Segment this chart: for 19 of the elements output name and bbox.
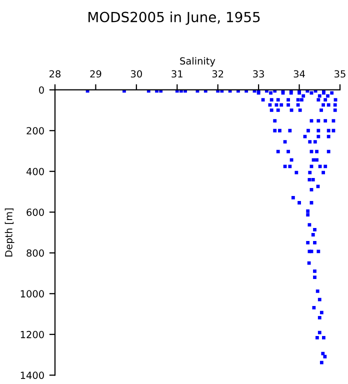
y-tick-label: 1200 (20, 330, 44, 338)
y-tick-label: 1000 (20, 290, 44, 298)
y-tick-label: 0 (39, 86, 44, 94)
y-tick-label: 400 (26, 168, 44, 176)
y-tick-label: 1400 (20, 372, 44, 379)
y-tick-label: 600 (26, 208, 44, 216)
x-tick-label: 28 (50, 70, 61, 78)
x-tick-label: 29 (90, 70, 102, 78)
x-tick-label: 31 (172, 70, 182, 78)
y-axis-title: Depth [m] (4, 208, 14, 256)
x-tick-label: 33 (253, 70, 264, 78)
y-tick-label: 800 (26, 249, 44, 257)
y-tick-label: 200 (26, 127, 44, 134)
x-tick-label: 32 (212, 70, 224, 78)
x-axis-title: Salinity (180, 57, 216, 66)
chart-title: MODS2005 in June, 1955 (88, 12, 260, 25)
x-tick-label: 35 (334, 70, 346, 78)
x-tick-label: 34 (294, 70, 305, 78)
x-tick-label: 30 (130, 70, 142, 78)
